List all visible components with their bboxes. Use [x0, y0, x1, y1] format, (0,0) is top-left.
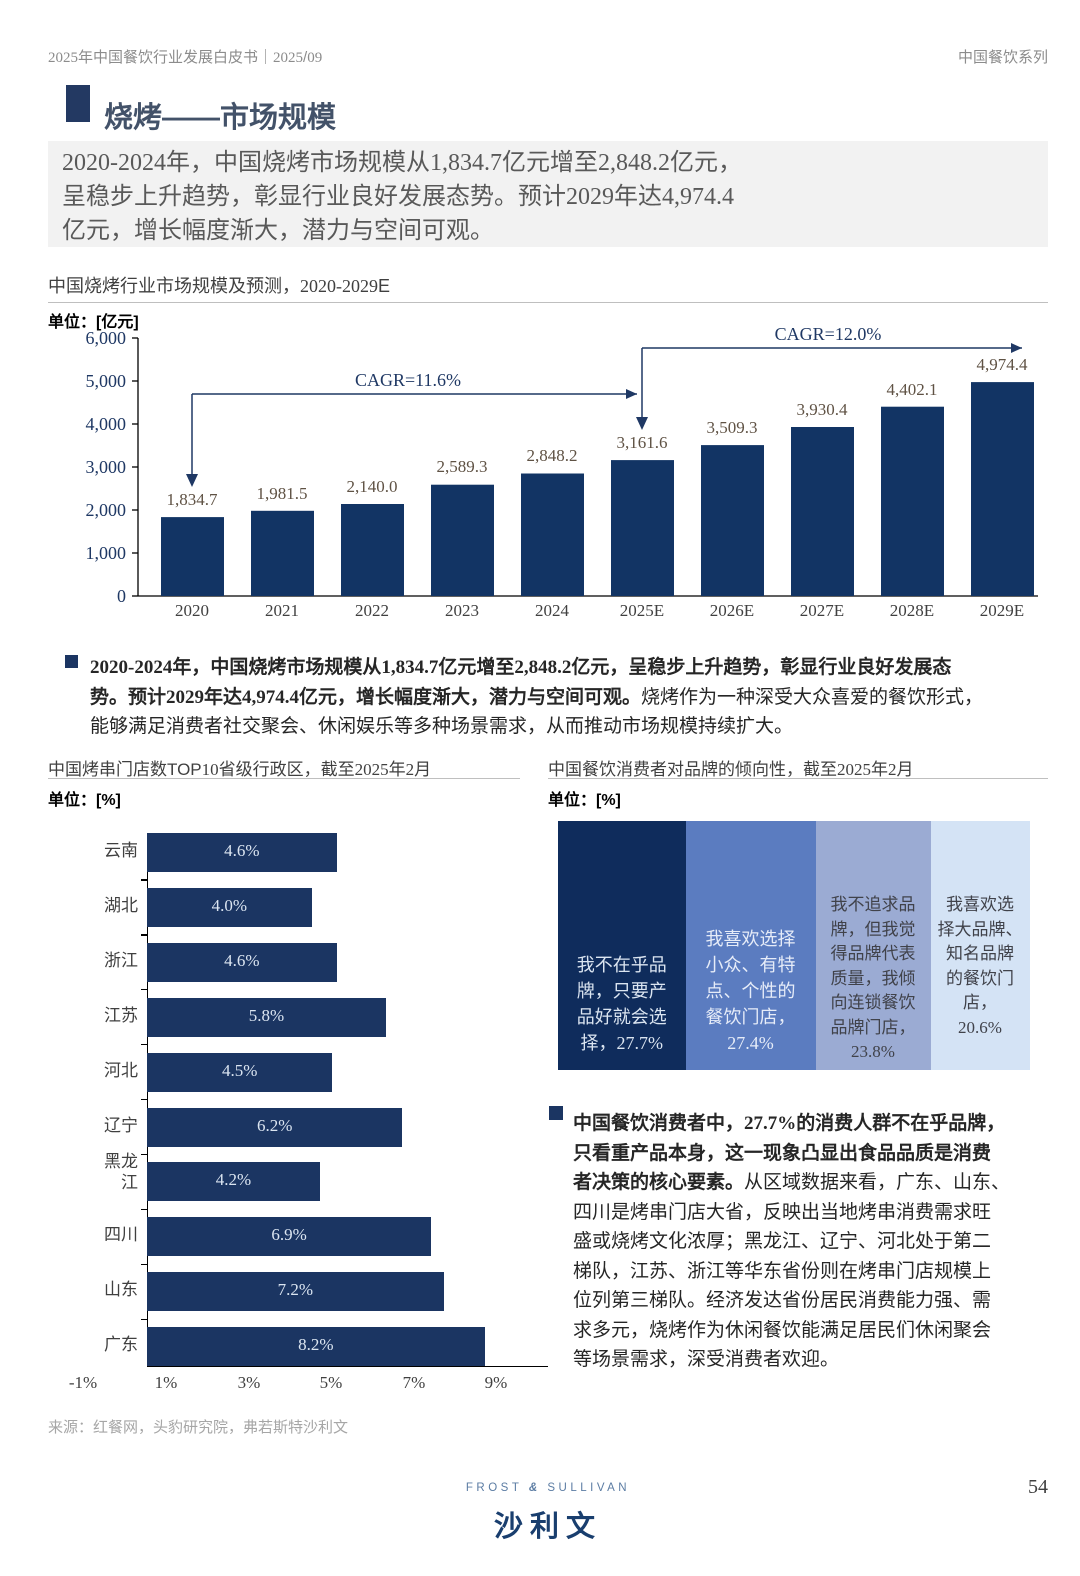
- svg-text:2,848.2: 2,848.2: [527, 446, 578, 465]
- svg-text:1,000: 1,000: [86, 543, 127, 563]
- svg-text:3,161.6: 3,161.6: [617, 433, 668, 452]
- svg-text:0: 0: [117, 586, 126, 606]
- svg-text:2027E: 2027E: [800, 601, 844, 620]
- svg-text:2029E: 2029E: [980, 601, 1024, 620]
- svg-text:2,140.0: 2,140.0: [347, 477, 398, 496]
- svg-text:2022: 2022: [355, 601, 389, 620]
- svg-text:CAGR=11.6%: CAGR=11.6%: [355, 370, 461, 390]
- svg-text:4,402.1: 4,402.1: [887, 380, 938, 399]
- svg-text:1,981.5: 1,981.5: [257, 484, 308, 503]
- svg-text:2024: 2024: [535, 601, 570, 620]
- svg-text:2023: 2023: [445, 601, 479, 620]
- svg-text:1,834.7: 1,834.7: [167, 490, 219, 509]
- svg-text:2025E: 2025E: [620, 601, 664, 620]
- svg-text:CAGR=12.0%: CAGR=12.0%: [775, 324, 882, 344]
- svg-text:2,000: 2,000: [86, 500, 127, 520]
- svg-text:4,000: 4,000: [86, 414, 127, 434]
- svg-text:3,930.4: 3,930.4: [797, 400, 849, 419]
- svg-text:2,589.3: 2,589.3: [437, 457, 488, 476]
- svg-text:2020: 2020: [175, 601, 209, 620]
- svg-text:2021: 2021: [265, 601, 299, 620]
- svg-text:2028E: 2028E: [890, 601, 934, 620]
- svg-text:3,000: 3,000: [86, 457, 127, 477]
- svg-text:4,974.4: 4,974.4: [977, 355, 1029, 374]
- svg-text:5,000: 5,000: [86, 371, 127, 391]
- svg-text:2026E: 2026E: [710, 601, 754, 620]
- svg-text:6,000: 6,000: [86, 328, 127, 348]
- svg-text:3,509.3: 3,509.3: [707, 418, 758, 437]
